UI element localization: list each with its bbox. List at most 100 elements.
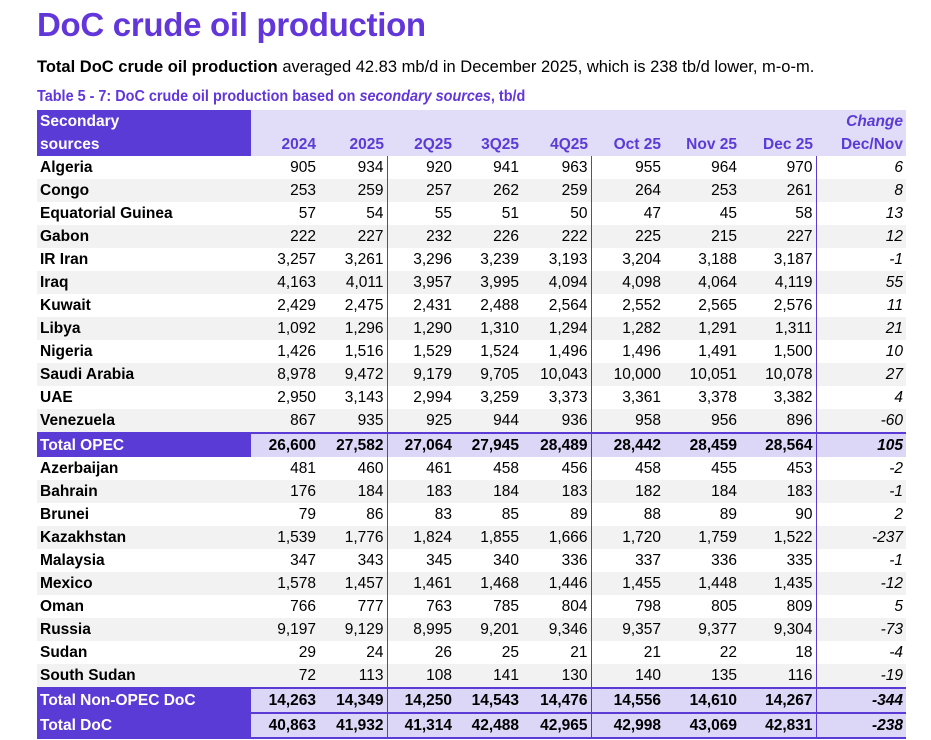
column-header: Nov 25 (664, 133, 740, 156)
value-cell: 22 (719, 643, 737, 661)
value-cell: 3,193 (522, 248, 592, 271)
value-cell: 130 (522, 664, 592, 688)
column-header: 4Q25 (522, 133, 591, 156)
country-name: Sudan (40, 643, 88, 661)
value-cell: 798 (635, 597, 661, 615)
value-cell: 4,011 (319, 271, 388, 294)
value-cell: 222 (522, 225, 592, 248)
value-cell: 934 (319, 156, 388, 179)
value-cell: 1,311 (740, 317, 817, 340)
value-cell: 809 (740, 595, 817, 618)
value-cell: 41,314 (387, 712, 455, 738)
country-name: Libya (37, 317, 251, 340)
column-header: Oct 25 (591, 133, 664, 156)
production-table: Secondary Change sources 2024 2025 2Q25 3Q2… (37, 110, 906, 739)
country-name: Nigeria (40, 342, 93, 360)
value-cell: 28,459 (664, 432, 740, 457)
value-cell: 1,491 (698, 342, 737, 360)
value-cell: 3,239 (480, 250, 519, 268)
country-name: Congo (37, 179, 251, 202)
value-cell: 1,294 (522, 317, 592, 340)
value-cell: 108 (387, 664, 455, 688)
value-cell: 42,965 (522, 712, 592, 738)
value-cell: 25 (501, 643, 519, 661)
value-cell: 183 (387, 480, 455, 503)
value-cell: 176 (251, 480, 319, 503)
country-name: IR Iran (40, 250, 89, 268)
value-cell: 785 (493, 597, 519, 615)
table-row: Kuwait 2,429 2,475 2,431 2,488 2,564 2,552 2,56… (37, 294, 906, 317)
value-cell: 763 (426, 597, 452, 615)
table-row: Kazakhstan 1,539 1,776 1,824 1,855 1,666 1,720… (37, 526, 906, 549)
value-cell: 225 (591, 225, 664, 248)
table-row: Mexico 1,578 1,457 1,461 1,468 1,446 1,455 1,44… (37, 572, 906, 595)
value-cell: 55 (434, 204, 452, 222)
value-cell: 184 (455, 480, 522, 503)
table-row: Brunei 79 86 83 85 89 88 89 90 2 (37, 503, 906, 526)
value-cell: 481 (290, 459, 316, 477)
value-cell: 1,776 (319, 526, 388, 549)
value-cell: 3,296 (413, 250, 452, 268)
value-cell: 21 (643, 643, 661, 661)
value-cell: 8 (816, 179, 906, 202)
value-cell: 21 (816, 317, 906, 340)
value-cell: -12 (816, 572, 906, 595)
value-cell: 10 (885, 342, 903, 360)
value-cell: -19 (816, 664, 906, 688)
country-name: Venezuela (37, 409, 251, 433)
value-cell: 14,476 (522, 687, 592, 713)
value-cell: -73 (816, 618, 906, 641)
value-cell: 257 (387, 179, 455, 202)
value-cell: 456 (522, 457, 592, 480)
header-name-line2: sources (37, 133, 251, 156)
value-cell: 12 (816, 225, 906, 248)
summary-text: Total DoC crude oil production averaged … (37, 58, 814, 77)
value-cell: -2 (889, 459, 903, 477)
value-cell: 1,759 (664, 526, 740, 549)
value-cell: 3,188 (698, 250, 737, 268)
value-cell: 2,950 (277, 388, 316, 406)
value-cell: 2,994 (413, 388, 452, 406)
value-cell: 58 (740, 202, 817, 225)
value-cell: 264 (591, 179, 664, 202)
value-cell: 259 (319, 179, 388, 202)
country-name: Iraq (37, 271, 251, 294)
table-row: Oman 766 777 763 785 804 798 805 809 5 (37, 595, 906, 618)
value-cell: 27,064 (387, 432, 455, 457)
value-cell: 1,539 (251, 526, 319, 549)
value-cell: 2,475 (319, 294, 388, 317)
value-cell: 9,377 (664, 618, 740, 641)
value-cell: 345 (426, 551, 452, 569)
page-title: DoC crude oil production (37, 6, 426, 43)
value-cell: 1,720 (591, 526, 664, 549)
column-header: Dec/Nov (816, 133, 906, 156)
value-cell: 215 (664, 225, 740, 248)
value-cell: 9,201 (455, 618, 522, 641)
value-cell: 10,051 (664, 363, 740, 386)
country-name: Saudi Arabia (37, 363, 251, 386)
value-cell: 1,496 (622, 342, 661, 360)
value-cell: 777 (319, 595, 388, 618)
value-cell: 184 (664, 480, 740, 503)
value-cell: 896 (740, 409, 817, 433)
table-row: Saudi Arabia 8,978 9,472 9,179 9,705 10,043 10… (37, 363, 906, 386)
value-cell: 3,143 (319, 386, 388, 409)
table-row: Iraq 4,163 4,011 3,957 3,995 4,094 4,098 4,064 4… (37, 271, 906, 294)
value-cell: 9,472 (319, 363, 388, 386)
value-cell: 14,250 (387, 687, 455, 713)
country-name: Total OPEC (37, 432, 251, 457)
value-cell: 1,426 (277, 342, 316, 360)
value-cell: 14,349 (319, 687, 388, 713)
value-cell: 1,455 (591, 572, 664, 595)
value-cell: 1,446 (522, 572, 592, 595)
value-cell: 28,564 (740, 432, 817, 457)
value-cell: 43,069 (664, 712, 740, 738)
value-cell: 89 (522, 503, 592, 526)
value-cell: 40,863 (251, 712, 319, 738)
header-name-line1: Secondary (37, 110, 251, 133)
value-cell: 253 (251, 179, 319, 202)
value-cell: 27 (816, 363, 906, 386)
value-cell: -1 (816, 480, 906, 503)
table-row: Gabon 222 227 232 226 222 225 215 227 12 (37, 225, 906, 248)
value-cell: 4,064 (664, 271, 740, 294)
